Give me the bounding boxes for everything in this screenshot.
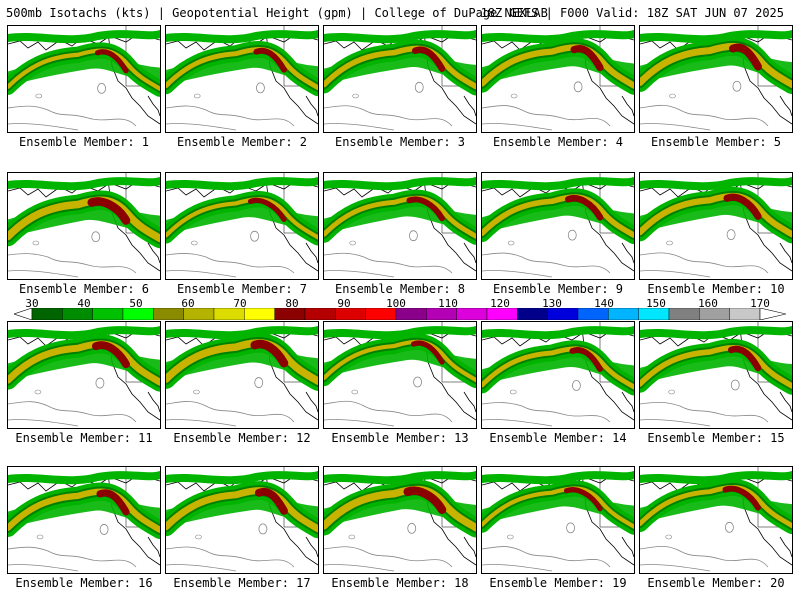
colorbar-tick-label: 60 xyxy=(181,297,195,310)
ensemble-member-label: Ensemble Member: 3 xyxy=(334,135,466,149)
colorbar-segment xyxy=(183,308,215,320)
ensemble-member-label: Ensemble Member: 15 xyxy=(647,431,785,445)
colorbar-segment xyxy=(699,308,730,320)
colorbar-segment xyxy=(274,308,306,320)
ensemble-member-label: Ensemble Member: 16 xyxy=(15,576,153,590)
ensemble-member-label: Ensemble Member: 9 xyxy=(492,282,624,296)
ensemble-member-label: Ensemble Member: 17 xyxy=(173,576,311,590)
colorbar-max-arrow xyxy=(759,308,786,320)
ensemble-member-map xyxy=(639,321,793,429)
colorbar-segment xyxy=(426,308,457,320)
ensemble-member-label: Ensemble Member: 19 xyxy=(489,576,627,590)
ensemble-member-label: Ensemble Member: 10 xyxy=(647,282,785,296)
colorbar-segment xyxy=(638,308,670,320)
ensemble-member-map xyxy=(481,321,635,429)
colorbar-segment xyxy=(365,308,397,320)
isotach-colorbar: 30 40 50 60 70 80 90 100 110 120 130 140 150 160 170 xyxy=(14,297,786,321)
colorbar-segment xyxy=(547,308,579,320)
colorbar-segment xyxy=(62,308,93,320)
colorbar-segment xyxy=(244,308,275,320)
colorbar-tick-label: 130 xyxy=(542,297,562,310)
ensemble-member-map xyxy=(323,25,477,133)
title-right: 18Z GEFS | F000 Valid: 18Z SAT JUN 07 20… xyxy=(480,6,784,20)
ensemble-member-map xyxy=(7,466,161,574)
ensemble-member-label: Ensemble Member: 11 xyxy=(15,431,153,445)
ensemble-member-map xyxy=(481,172,635,280)
ensemble-member-label: Ensemble Member: 8 xyxy=(334,282,466,296)
colorbar-tick-label: 170 xyxy=(750,297,770,310)
ensemble-member-map xyxy=(7,172,161,280)
title-left: 500mb Isotachs (kts) | Geopotential Heig… xyxy=(6,6,548,20)
ensemble-member-label: Ensemble Member: 1 xyxy=(18,135,150,149)
ensemble-member-map xyxy=(323,172,477,280)
colorbar-tick-label: 50 xyxy=(129,297,143,310)
colorbar-min-arrow xyxy=(14,308,33,320)
ensemble-member-map xyxy=(481,25,635,133)
colorbar-segment xyxy=(456,308,488,320)
colorbar-tick-label: 160 xyxy=(698,297,718,310)
colorbar-segment xyxy=(486,308,518,320)
ensemble-member-map xyxy=(639,25,793,133)
ensemble-member-label: Ensemble Member: 5 xyxy=(650,135,782,149)
colorbar-tick-label: 80 xyxy=(285,297,299,310)
colorbar-bar xyxy=(14,308,786,320)
ensemble-member-map xyxy=(7,25,161,133)
ensemble-member-label: Ensemble Member: 18 xyxy=(331,576,469,590)
ensemble-member-label: Ensemble Member: 13 xyxy=(331,431,469,445)
colorbar-segment xyxy=(304,308,336,320)
ensemble-member-map xyxy=(165,25,319,133)
colorbar-tick-label: 70 xyxy=(233,297,247,310)
ensemble-member-label: Ensemble Member: 20 xyxy=(647,576,785,590)
colorbar-tick-label: 90 xyxy=(337,297,351,310)
colorbar-tick-label: 140 xyxy=(594,297,614,310)
ensemble-member-map xyxy=(165,172,319,280)
colorbar-segment xyxy=(153,308,184,320)
ensemble-member-map xyxy=(165,321,319,429)
ensemble-member-map xyxy=(7,321,161,429)
colorbar-tick-label: 110 xyxy=(438,297,458,310)
ensemble-member-map xyxy=(323,466,477,574)
colorbar-segment xyxy=(213,308,245,320)
ensemble-member-label: Ensemble Member: 14 xyxy=(489,431,627,445)
colorbar-segment xyxy=(31,308,63,320)
colorbar-tick-label: 150 xyxy=(646,297,666,310)
colorbar-tick-label: 30 xyxy=(25,297,39,310)
colorbar-segment xyxy=(608,308,639,320)
colorbar-segment xyxy=(122,308,154,320)
colorbar-segment xyxy=(729,308,761,320)
ensemble-member-label: Ensemble Member: 12 xyxy=(173,431,311,445)
ensemble-member-label: Ensemble Member: 6 xyxy=(18,282,150,296)
colorbar-segment xyxy=(395,308,427,320)
colorbar-segment xyxy=(577,308,609,320)
colorbar-tick-label: 40 xyxy=(77,297,91,310)
ensemble-member-map xyxy=(165,466,319,574)
colorbar-segment xyxy=(92,308,124,320)
header: 500mb Isotachs (kts) | Geopotential Heig… xyxy=(0,0,800,22)
colorbar-segment xyxy=(517,308,548,320)
colorbar-segment xyxy=(335,308,366,320)
colorbar-tick-label: 120 xyxy=(490,297,510,310)
ensemble-member-map xyxy=(481,466,635,574)
colorbar-tick-label: 100 xyxy=(386,297,406,310)
ensemble-member-label: Ensemble Member: 4 xyxy=(492,135,624,149)
colorbar-segment xyxy=(668,308,700,320)
ensemble-member-map xyxy=(323,321,477,429)
ensemble-member-map xyxy=(639,466,793,574)
ensemble-member-label: Ensemble Member: 2 xyxy=(176,135,308,149)
ensemble-member-label: Ensemble Member: 7 xyxy=(176,282,308,296)
ensemble-member-map xyxy=(639,172,793,280)
